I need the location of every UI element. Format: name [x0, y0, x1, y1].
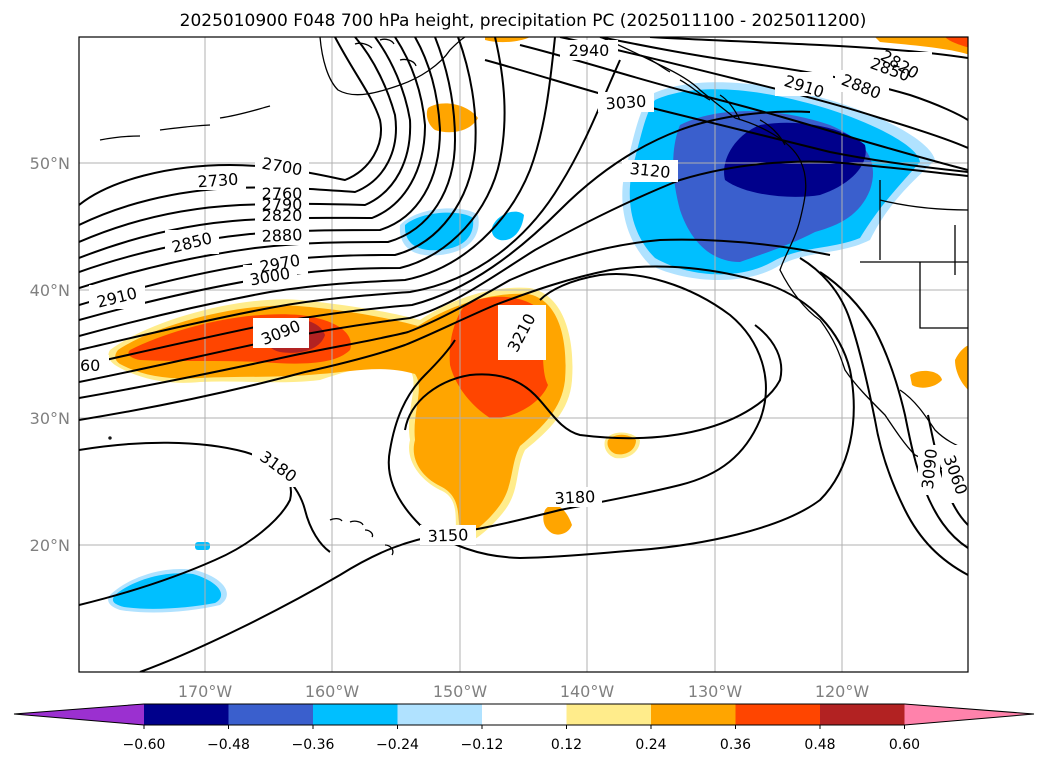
lat-label: 40°N [30, 281, 70, 300]
colorbar-segment [820, 704, 905, 725]
colorbar-segment [228, 704, 313, 725]
lon-label: 160°W [305, 682, 360, 701]
colorbar-tick-label: −0.60 [123, 737, 166, 753]
colorbar-segment [144, 704, 229, 725]
colorbar-tick-label: 0.48 [804, 737, 835, 753]
colorbar-tick-label: −0.36 [292, 737, 335, 753]
colorbar-tick-label: 0.12 [551, 737, 582, 753]
colorbar-segment [651, 704, 736, 725]
contour-label: 2820 [262, 206, 303, 225]
contour-label: 3030 [605, 92, 647, 114]
gridlines [79, 37, 968, 672]
colorbar: −0.60 −0.48 −0.36 −0.24 −0.12 0.12 0.24 … [13, 703, 1035, 753]
contour-label: 2760 [262, 184, 303, 203]
contour-label-backgrounds [79, 40, 968, 545]
contour-label: 2790 [262, 195, 303, 214]
colorbar-segment [482, 704, 567, 725]
contour-label: 2880 [261, 225, 302, 245]
contour-label: 3180 [554, 487, 596, 508]
map-frame [78, 36, 969, 673]
colorbar-tick-label: −0.24 [376, 737, 419, 753]
colorbar-segment [397, 704, 482, 725]
colorbar-tick-label: 0.24 [635, 737, 666, 753]
lat-label: 50°N [30, 154, 70, 173]
longitude-labels: 170°W 160°W 150°W 140°W 130°W 120°W [178, 682, 870, 701]
colorbar-tick-label: −0.48 [207, 737, 250, 753]
contour-label: 3060 [60, 356, 101, 375]
colorbar-tick-label: 0.60 [889, 737, 920, 753]
latitude-labels: 50°N 40°N 30°N 20°N [30, 154, 70, 555]
colorbar-segment [735, 704, 820, 725]
lon-label: 120°W [815, 682, 870, 701]
lon-label: 130°W [688, 682, 743, 701]
colorbar-tick-label: −0.12 [461, 737, 504, 753]
colorbar-segment [566, 704, 651, 725]
lat-label: 20°N [30, 536, 70, 555]
colorbar-extend-left [14, 704, 144, 725]
map-title: 2025010900 F048 700 hPa height, precipit… [180, 11, 867, 31]
contour-label: 3090 [918, 448, 941, 490]
contour-label: 2940 [569, 41, 610, 60]
contour-label: 2730 [197, 170, 239, 192]
lon-label: 140°W [560, 682, 615, 701]
colorbar-tick-label: 0.36 [720, 737, 751, 753]
precip-positive-area [108, 37, 968, 545]
colorbar-segment [313, 704, 398, 725]
lon-label: 150°W [433, 682, 488, 701]
colorbar-extend-right [904, 704, 1034, 725]
lon-label: 170°W [178, 682, 233, 701]
contour-label: 3120 [629, 159, 671, 182]
lat-label: 30°N [30, 409, 70, 428]
contour-label: 3150 [427, 525, 468, 545]
